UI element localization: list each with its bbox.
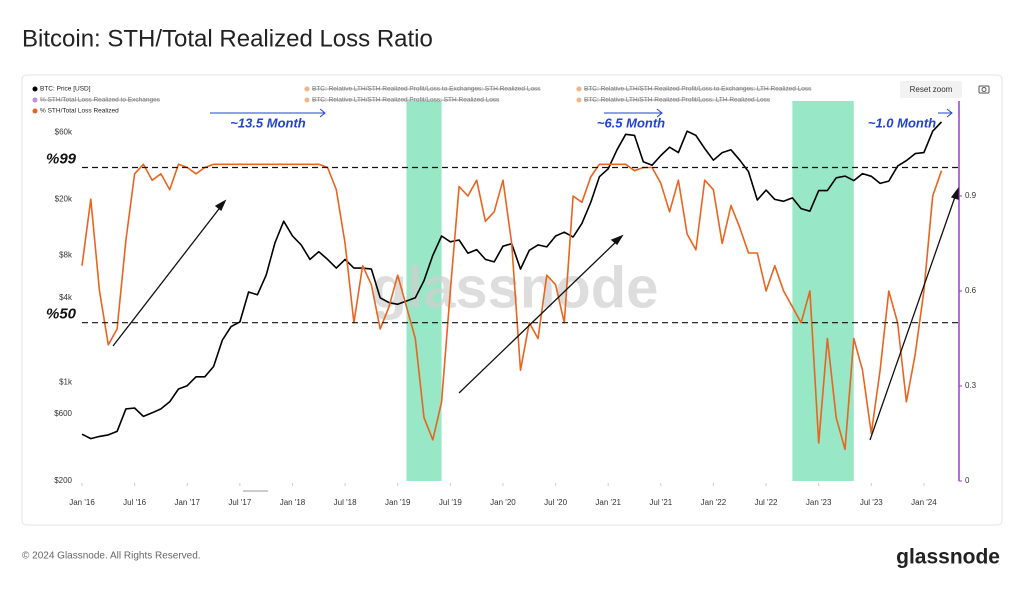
- annotation: ~6.5 Month: [597, 115, 665, 130]
- y-tick-label: $1k: [59, 378, 73, 387]
- x-tick-label: Jan '21: [595, 498, 621, 507]
- reset-zoom-label[interactable]: Reset zoom: [910, 85, 953, 94]
- legend-marker: [576, 86, 582, 92]
- y-tick-label: $600: [54, 409, 72, 418]
- x-tick-label: Jan '22: [701, 498, 727, 507]
- reset-zoom-button[interactable]: [900, 81, 962, 98]
- legend-label[interactable]: BTC: Relative LTH/STH Realized Profit/Lo…: [312, 86, 541, 93]
- legend-marker: [304, 97, 310, 103]
- legend-label[interactable]: BTC: Relative LTH/STH Realized Profit/Lo…: [584, 86, 812, 93]
- trend-arrows: [112, 187, 959, 441]
- legend-label[interactable]: % STH/Total Loss Realized to Exchanges: [40, 97, 161, 104]
- x-tick-label: Jul '16: [123, 498, 146, 507]
- chart-card: [21, 74, 1003, 526]
- y2-tick-label: 0.6: [965, 286, 977, 295]
- y-tick-label: $4k: [59, 293, 73, 302]
- x-tick-label: Jan '20: [490, 498, 516, 507]
- y-tick-label: $200: [54, 476, 72, 485]
- logo: glassnode: [896, 546, 1000, 569]
- camera-icon[interactable]: [978, 85, 990, 94]
- x-tick-label: Jul '21: [649, 498, 672, 507]
- x-tick-label: Jan '18: [280, 498, 306, 507]
- x-tick-label: Jan '24: [911, 498, 937, 507]
- legend-label[interactable]: BTC: Relative LTH/STH Realized Profit/Lo…: [584, 97, 771, 104]
- y2-tick-label: 0.3: [965, 381, 977, 390]
- annotation-arrowhead: [656, 108, 663, 118]
- y2-tick-label: 0: [965, 476, 970, 485]
- x-tick-label: Jan '23: [806, 498, 832, 507]
- legend-marker: [304, 86, 310, 92]
- legend-marker: [32, 86, 38, 92]
- legend-marker: [32, 108, 38, 114]
- x-tick-label: Jul '23: [860, 498, 883, 507]
- reference-label: %99: [46, 150, 77, 167]
- legend-label[interactable]: % STH/Total Loss Realized: [40, 108, 119, 115]
- annotation-arrowhead: [319, 108, 326, 118]
- x-tick-label: Jul '22: [755, 498, 778, 507]
- reference-label: %50: [46, 306, 77, 323]
- navigator-handle: [243, 490, 268, 492]
- legend-marker: [32, 97, 38, 103]
- annotation: ~1.0 Month: [868, 115, 936, 130]
- x-tick-label: Jan '19: [385, 498, 411, 507]
- series-line: [81, 163, 943, 451]
- annotation-arrowhead: [946, 108, 953, 118]
- footer: © 2024 Glassnode. All Rights Reserved.: [22, 551, 201, 562]
- x-tick-label: Jan '17: [174, 498, 200, 507]
- x-tick-label: Jul '18: [334, 498, 357, 507]
- x-tick-label: Jan '16: [69, 498, 95, 507]
- y-tick-label: $20k: [55, 195, 73, 204]
- y2-tick-label: 0.9: [965, 191, 977, 200]
- x-tick-label: Jul '17: [228, 498, 251, 507]
- annotation: ~13.5 Month: [230, 115, 306, 130]
- page-title: Bitcoin: STH/Total Realized Loss Ratio: [22, 25, 433, 52]
- y-tick-label: $60k: [55, 127, 73, 136]
- shaded-range: [792, 101, 854, 481]
- x-tick-label: Jul '19: [439, 498, 462, 507]
- y-tick-label: $8k: [59, 251, 73, 260]
- legend-label[interactable]: BTC: Relative LTH/STH Realized Profit/Lo…: [312, 97, 500, 104]
- legend-label[interactable]: BTC: Price [USD]: [40, 86, 91, 93]
- x-tick-label: Jul '20: [544, 498, 567, 507]
- legend-marker: [576, 97, 582, 103]
- plot: glassnode$200$600$1k$4k$8k$20k$60k00.30.…: [46, 101, 977, 507]
